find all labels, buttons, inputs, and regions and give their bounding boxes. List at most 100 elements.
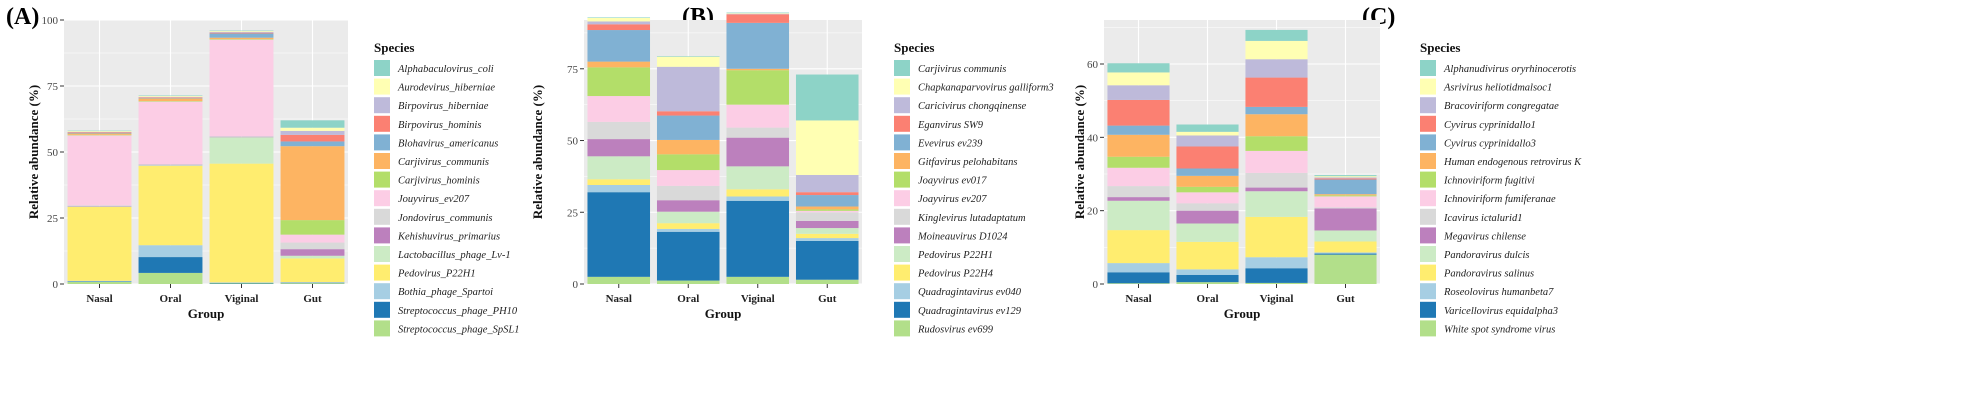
bar-segment — [656, 56, 720, 67]
legend-label: Pedovirus P22H1 — [917, 250, 993, 261]
bar-segment — [1176, 146, 1239, 169]
bar-segment — [795, 209, 859, 211]
x-tick-label: Viginal — [225, 293, 259, 305]
legend-label: Cyvirus cyprinidallo3 — [1444, 138, 1536, 149]
bar-segment — [656, 228, 720, 232]
bar-segment — [280, 141, 345, 147]
bar-segment — [138, 164, 203, 166]
legend-swatch — [894, 190, 910, 207]
bar-segment — [656, 280, 720, 284]
bar-segment — [1245, 40, 1308, 60]
legend-swatch — [1420, 264, 1436, 281]
bar-segment — [1245, 77, 1308, 107]
y-tick-label: 75 — [47, 81, 59, 93]
bar-segment — [656, 111, 720, 116]
bar-segment — [656, 200, 720, 212]
x-tick-label: Gut — [818, 293, 837, 305]
bar-segment — [587, 17, 651, 22]
bar-segment — [1107, 230, 1170, 264]
panel-a: (A) 0 25 50 75 100 Nasal Oral Viginal Gut Group Rel… — [6, 4, 520, 337]
x-tick-label: Viginal — [1260, 293, 1294, 305]
legend-label: Ichnoviriform fumiferanae — [1443, 194, 1556, 205]
y-tick-label: 0 — [1093, 279, 1099, 291]
bar-segment — [1245, 268, 1308, 283]
bar-segment — [587, 121, 651, 140]
bar-segment — [1245, 106, 1308, 115]
bar-segment — [138, 97, 203, 98]
legend-label: Kehishuvirus_primarius — [397, 231, 500, 242]
y-tick-label: 50 — [47, 147, 59, 159]
bar-segment — [1314, 254, 1377, 284]
legend-label: Cyvirus cyprinidallo1 — [1444, 120, 1536, 131]
bar-segment — [656, 66, 720, 112]
bar-segment — [1176, 124, 1239, 132]
legend-swatch — [894, 227, 910, 244]
bar-segment — [1314, 241, 1377, 253]
bar-segment — [1107, 272, 1170, 284]
bar-segment — [656, 154, 720, 171]
bar-segment — [726, 276, 790, 284]
legend-label: Aurodevirus_hiberniae — [397, 83, 495, 94]
legend-label: Human endogenous retrovirus K — [1443, 157, 1582, 168]
bar-segment — [67, 132, 132, 133]
bar-segment — [1245, 257, 1308, 269]
legend-swatch — [374, 190, 390, 207]
legend-label: Quadragintavirus ev040 — [918, 287, 1022, 298]
bar-segment — [67, 280, 132, 282]
bar-segment — [795, 74, 859, 121]
bar-segment — [587, 96, 651, 122]
bar-segment — [795, 206, 859, 210]
bar-segment — [726, 12, 790, 14]
legend-swatch — [374, 153, 390, 169]
bar-segment — [587, 30, 651, 62]
bar-segment — [1314, 179, 1377, 195]
y-axis-title: Relative abundance (%) — [1072, 85, 1087, 219]
legend-swatch — [1420, 97, 1436, 114]
bar-segment — [67, 131, 132, 132]
legend-swatch — [1420, 283, 1436, 300]
x-axis-title: Group — [705, 306, 742, 321]
bar-segment — [138, 165, 203, 166]
bar-segment — [1176, 131, 1239, 136]
bar-segment — [1176, 269, 1239, 275]
bar-segment — [280, 258, 345, 283]
bar-segment — [209, 136, 274, 137]
bar-segment — [795, 195, 859, 207]
legend-label: Moineauvirus D1024 — [917, 231, 1008, 242]
legend-label: Carjivirus_communis — [398, 157, 489, 168]
legend-swatch — [894, 153, 910, 169]
bar-segment — [1314, 195, 1377, 197]
legend-label: Caricivirus chongqinense — [918, 101, 1027, 112]
bar-segment — [209, 282, 274, 283]
bar-segment — [726, 22, 790, 69]
legend-title: Species — [1420, 40, 1460, 55]
bar-segment — [67, 281, 132, 284]
bar-segment — [1314, 196, 1377, 208]
legend-swatch — [894, 264, 910, 281]
legend-label: Carjivirus_hominis — [398, 176, 480, 187]
x-axis-title: Group — [188, 306, 225, 321]
y-tick-label: 0 — [573, 279, 579, 291]
x-tick-label: Nasal — [606, 293, 632, 305]
legend-label: Alphabaculovirus_coli — [397, 64, 494, 75]
x-tick-label: Nasal — [86, 293, 112, 305]
bar-segment — [1176, 241, 1239, 270]
legend-label: Icavirus ictalurid1 — [1443, 213, 1522, 224]
x-tick-label: Gut — [1336, 293, 1355, 305]
bar-segment — [656, 139, 720, 155]
legend-swatch — [1420, 153, 1436, 169]
bar-segment — [209, 137, 274, 164]
bar-segment — [726, 189, 790, 197]
legend-swatch — [1420, 115, 1436, 132]
bar-segment — [1107, 72, 1170, 86]
bar-segment — [656, 211, 720, 224]
bar-segment — [1107, 85, 1170, 100]
bar-segment — [138, 165, 203, 246]
legend-label: Asrivirus heliotidmalsoc1 — [1443, 83, 1552, 94]
bar-segment — [138, 164, 203, 165]
legend-swatch — [374, 301, 390, 318]
bar-segment — [587, 139, 651, 157]
bar-segment — [795, 192, 859, 196]
